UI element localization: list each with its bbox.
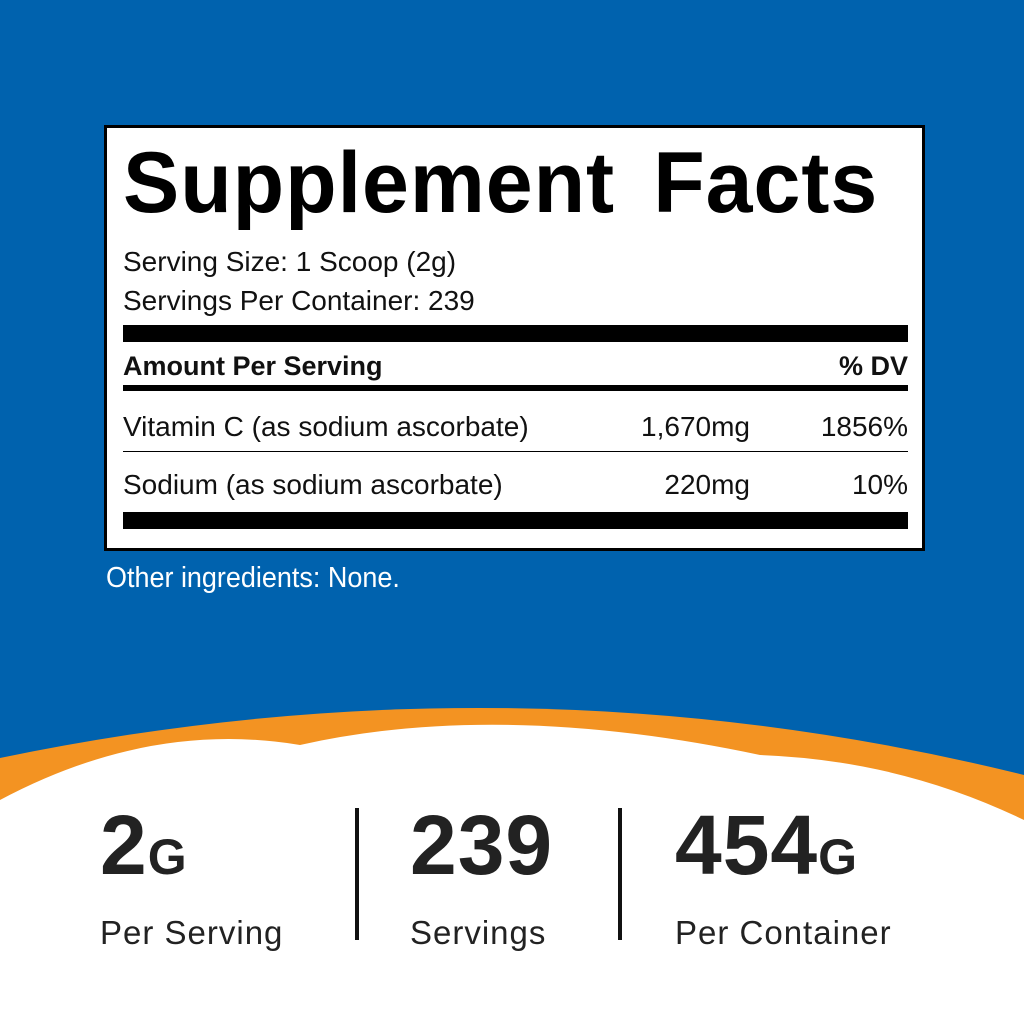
nutrient-dv: 1856%: [820, 411, 908, 442]
stat-value: 2: [100, 798, 148, 892]
supplement-facts-panel: Supplement Facts Serving Size: 1 Scoop (…: [104, 125, 925, 551]
header-row: Amount Per Serving % DV: [123, 351, 908, 385]
thick-divider: [123, 325, 908, 342]
nutrient-dv: 10%: [851, 469, 908, 500]
stat-divider: [355, 808, 359, 940]
thick-divider: [123, 512, 908, 529]
stat-container-size: 454G Per Container: [675, 800, 892, 952]
stat-divider: [618, 808, 622, 940]
stat-value: 239: [410, 798, 554, 892]
stat-label: Per Serving: [100, 914, 284, 951]
servings-per-container: Servings Per Container: 239: [123, 285, 475, 316]
stat-unit: G: [147, 829, 188, 885]
thin-divider: [123, 451, 908, 452]
nutrient-amount: 1,670mg: [641, 411, 750, 442]
nutrient-row: Vitamin C (as sodium ascorbate) 1,670mg …: [123, 411, 908, 445]
white-area: [0, 724, 1024, 1024]
stat-serving-size: 2G Per Serving: [100, 800, 283, 952]
other-ingredients: Other ingredients: None.: [106, 562, 400, 594]
panel-title: Supplement Facts: [123, 135, 879, 231]
nutrient-name: Sodium (as sodium ascorbate): [123, 469, 503, 500]
medium-divider: [123, 385, 908, 391]
amount-per-serving-header: Amount Per Serving: [123, 351, 383, 381]
serving-size: Serving Size: 1 Scoop (2g): [123, 246, 457, 277]
stat-label: Servings: [410, 914, 547, 951]
stat-unit: G: [818, 829, 859, 885]
stat-label: Per Container: [675, 914, 892, 951]
stat-servings: 239 Servings: [410, 800, 553, 952]
nutrient-row: Sodium (as sodium ascorbate) 220mg 10%: [123, 469, 908, 503]
nutrient-name: Vitamin C (as sodium ascorbate): [123, 411, 529, 442]
dv-header: % DV: [838, 351, 908, 381]
nutrient-amount: 220mg: [664, 469, 750, 500]
stat-value: 454: [675, 798, 819, 892]
